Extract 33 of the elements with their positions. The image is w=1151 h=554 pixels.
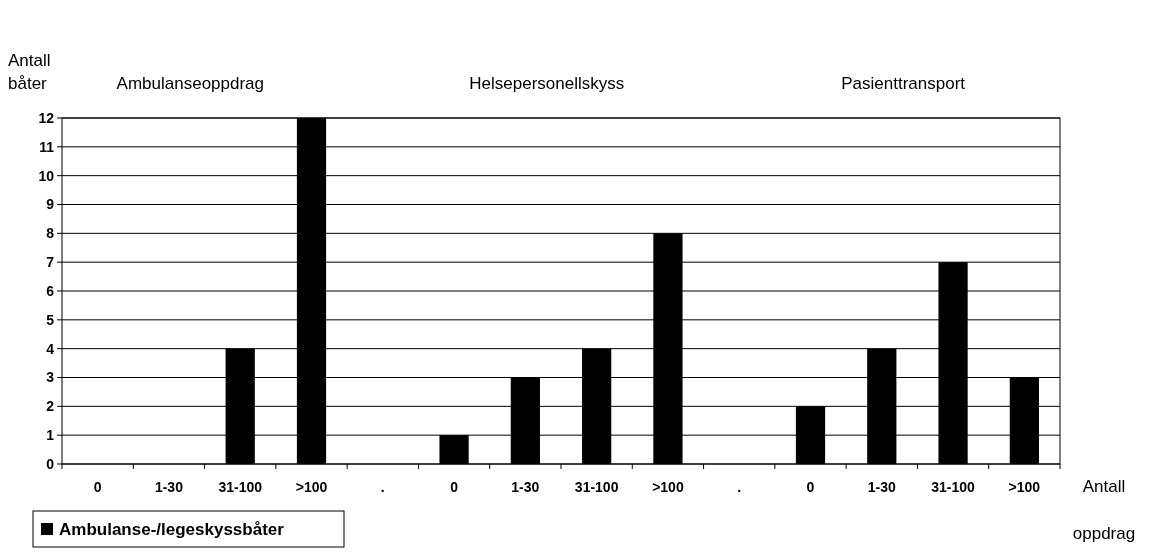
y-axis-title: Antall båter xyxy=(8,51,51,93)
x-tick-label: 0 xyxy=(93,479,102,495)
y-tick-label: 8 xyxy=(46,225,55,242)
x-tick-label: 0 xyxy=(450,479,459,495)
text: Antall oppdrag xyxy=(1072,477,1136,543)
x-tick-label: 31-100 xyxy=(218,479,263,495)
text: Helsepersonellskyss xyxy=(469,74,625,93)
text: Pasienttransport xyxy=(841,74,966,93)
x-tick-label: >100 xyxy=(1008,479,1041,495)
y-tick-label: 11 xyxy=(39,138,55,155)
x-tick-label: . xyxy=(380,479,385,495)
x-tick-label: 1-30 xyxy=(867,479,896,495)
y-tick-label: 1 xyxy=(46,427,55,444)
y-tick-label: 4 xyxy=(46,340,55,357)
y-tick-label: 0 xyxy=(46,455,55,472)
y-tick-label: 9 xyxy=(46,196,55,213)
x-tick-label: >100 xyxy=(295,479,328,495)
text: Ambulanseoppdrag xyxy=(116,74,265,93)
y-tick-label: 6 xyxy=(46,282,55,299)
x-tick-label: 31-100 xyxy=(931,479,976,495)
y-tick-label: 2 xyxy=(46,398,55,415)
legend-label: Ambulanse-/legeskyssbåter xyxy=(59,520,285,539)
y-tick-label: 10 xyxy=(38,167,55,184)
x-tick-label: 1-30 xyxy=(511,479,540,495)
y-tick-label: 7 xyxy=(46,254,55,271)
y-tick-label: 12 xyxy=(38,109,55,126)
x-tick-label: 0 xyxy=(806,479,815,495)
y-tick-label: 3 xyxy=(46,369,55,386)
y-tick-label: 5 xyxy=(46,311,55,328)
x-tick-label: 31-100 xyxy=(574,479,619,495)
x-tick-label: 1-30 xyxy=(154,479,184,495)
x-tick-label: >100 xyxy=(652,479,684,495)
x-tick-label: . xyxy=(737,479,742,495)
